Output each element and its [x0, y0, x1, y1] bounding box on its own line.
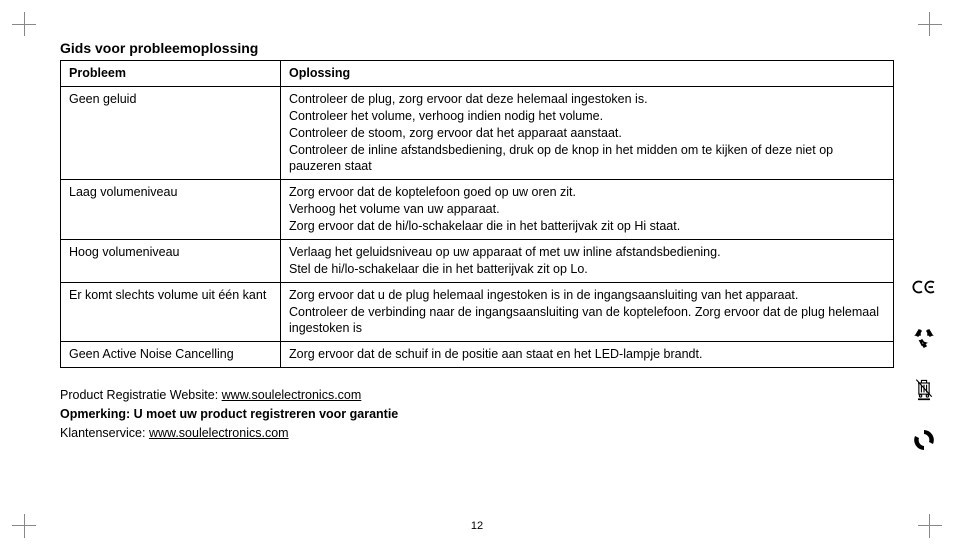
- cell-solution: Zorg ervoor dat de koptelefoon goed op u…: [281, 180, 894, 240]
- weee-bin-icon: [912, 377, 936, 406]
- registration-label: Product Registratie Website:: [60, 388, 222, 402]
- page-number: 12: [0, 520, 954, 532]
- table-row: Geen geluid Controleer de plug, zorg erv…: [61, 86, 894, 179]
- compliance-icons: [912, 275, 936, 457]
- table-row: Geen Active Noise Cancelling Zorg ervoor…: [61, 342, 894, 368]
- crop-mark-icon: [12, 12, 36, 36]
- cell-problem: Geen geluid: [61, 86, 281, 179]
- cell-problem: Hoog volumeniveau: [61, 239, 281, 282]
- cell-problem: Laag volumeniveau: [61, 180, 281, 240]
- cell-problem: Er komt slechts volume uit één kant: [61, 282, 281, 342]
- cell-solution: Zorg ervoor dat u de plug helemaal inges…: [281, 282, 894, 342]
- registration-url: www.soulelectronics.com: [222, 388, 362, 402]
- green-dot-icon: [912, 428, 936, 457]
- table-header-problem: Probleem: [61, 61, 281, 87]
- cell-solution: Zorg ervoor dat de schuif in de positie …: [281, 342, 894, 368]
- cell-problem: Geen Active Noise Cancelling: [61, 342, 281, 368]
- recycle-icon: [912, 326, 936, 355]
- warranty-note: Opmerking: U moet uw product registreren…: [60, 405, 894, 424]
- cell-solution: Controleer de plug, zorg ervoor dat deze…: [281, 86, 894, 179]
- manual-page: Gids voor probleemoplossing Probleem Opl…: [0, 0, 954, 550]
- table-body: Geen geluid Controleer de plug, zorg erv…: [61, 86, 894, 367]
- table-header-solution: Oplossing: [281, 61, 894, 87]
- troubleshooting-table: Probleem Oplossing Geen geluid Controlee…: [60, 60, 894, 368]
- crop-mark-icon: [918, 12, 942, 36]
- service-url: www.soulelectronics.com: [149, 426, 289, 440]
- table-row: Hoog volumeniveau Verlaag het geluidsniv…: [61, 239, 894, 282]
- footer-text: Product Registratie Website: www.soulele…: [60, 386, 894, 442]
- table-row: Er komt slechts volume uit één kant Zorg…: [61, 282, 894, 342]
- section-title: Gids voor probleemoplossing: [60, 40, 894, 56]
- ce-mark-icon: [912, 275, 936, 304]
- cell-solution: Verlaag het geluidsniveau op uw apparaat…: [281, 239, 894, 282]
- table-row: Laag volumeniveau Zorg ervoor dat de kop…: [61, 180, 894, 240]
- service-label: Klantenservice:: [60, 426, 149, 440]
